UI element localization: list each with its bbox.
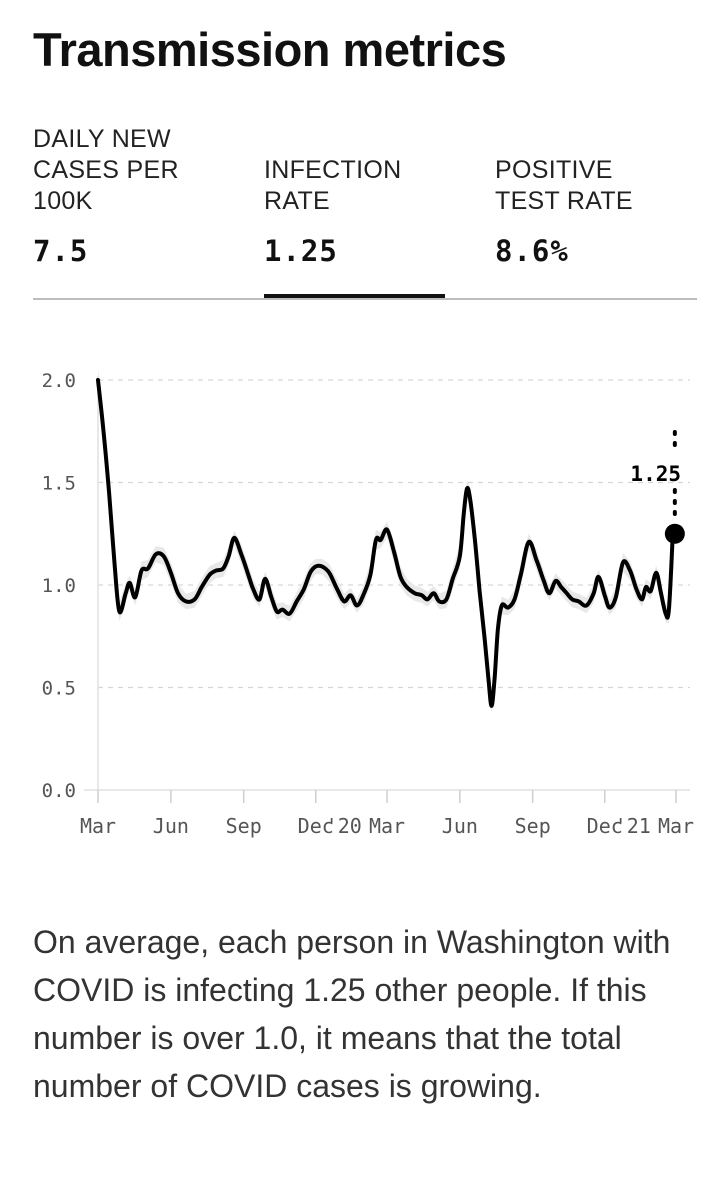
x-tick-label: Dec <box>587 814 623 838</box>
tab-value-positive-test-rate: 8.6% <box>495 234 569 268</box>
x-tick-label: Jun <box>153 814 189 838</box>
current-value-label: 1.25 <box>630 462 681 486</box>
tab-daily-new-cases[interactable]: DAILY NEW CASES PER 100K 7.5 <box>33 124 179 268</box>
y-tick-label: 1.5 <box>42 473 76 495</box>
chart-description: On average, each person in Washington wi… <box>33 924 671 1104</box>
x-tick-label: '21 <box>615 814 651 838</box>
x-tick-label: Mar <box>369 814 405 838</box>
confidence-band <box>98 368 673 714</box>
x-tick-label: Mar <box>658 814 694 838</box>
infection-rate-chart: 0.00.51.01.52.0 Mar Jun Sep Dec'20 Mar Jun Sep… <box>42 368 694 838</box>
current-value-annotation: 1.25 <box>630 430 685 544</box>
tabs-divider <box>33 298 697 300</box>
selected-tab-indicator <box>264 294 445 298</box>
tab-label-infection-rate: INFECTION RATE <box>264 156 402 215</box>
tab-positive-test-rate[interactable]: POSITIVE TEST RATE 8.6% <box>495 155 633 268</box>
page-title: Transmission metrics <box>33 23 507 76</box>
y-axis-ticks: 0.0 0.5 1.0 1.5 2.0 <box>42 370 76 802</box>
y-tick-label: 0.0 <box>42 780 76 802</box>
y-tick-label: 1.0 <box>42 575 76 597</box>
tab-infection-rate[interactable]: INFECTION RATE 1.25 <box>264 155 402 268</box>
tab-value-daily-new-cases: 7.5 <box>33 234 89 268</box>
current-value-dot <box>664 523 685 544</box>
x-axis: MarJunSepDec'20MarJunSepDec'21MarJunSepD… <box>80 790 694 838</box>
tab-label-positive-test-rate: POSITIVE TEST RATE <box>495 156 633 215</box>
x-tick-label: Dec <box>298 814 334 838</box>
tab-value-infection-rate: 1.25 <box>264 234 338 268</box>
x-tick-label: Jun <box>442 814 478 838</box>
y-tick-label: 2.0 <box>42 370 76 392</box>
x-tick-label: Mar <box>80 814 116 838</box>
x-tick-label: Sep <box>226 814 262 838</box>
x-tick-label: Sep <box>515 814 551 838</box>
tab-label-daily-new-cases: DAILY NEW CASES PER 100K <box>33 125 179 215</box>
y-tick-label: 0.5 <box>42 678 76 700</box>
confidence-band-area <box>98 368 673 714</box>
series-line-path <box>96 378 675 708</box>
x-tick-label: '20 <box>326 814 362 838</box>
series-line <box>96 378 675 708</box>
